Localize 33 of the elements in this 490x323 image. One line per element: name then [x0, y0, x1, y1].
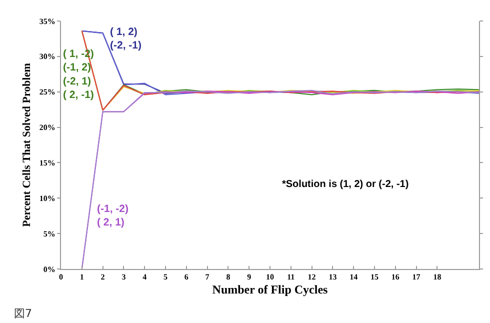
y-tick-label: 30%: [39, 52, 56, 62]
y-tick-label: 25%: [39, 88, 56, 97]
annotation: *Solution is (1, 2) or (-2, -1): [282, 179, 409, 190]
x-tick-label: 3: [122, 272, 126, 282]
x-tick-label: 8: [226, 272, 230, 282]
y-axis-title: Percent Cells That Solved Problem: [21, 63, 34, 227]
x-tick-label: 5: [164, 272, 168, 282]
x-tick-label: 6: [184, 272, 188, 282]
x-tick-label: 11: [287, 272, 295, 282]
x-tick-label: 18: [433, 272, 442, 282]
y-tick-label: 35%: [39, 16, 56, 26]
y-tick-label: 20%: [39, 123, 56, 132]
y-tick-label: 5%: [43, 229, 56, 238]
x-tick-label: 10: [266, 272, 274, 282]
x-tick-label: 4: [142, 272, 147, 282]
x-tick-label: 9: [247, 272, 252, 282]
x-tick-label: 13: [328, 272, 337, 282]
x-tick-label: 16: [391, 272, 400, 282]
x-tick-label: 17: [412, 272, 420, 282]
x-tick-label: 0: [59, 272, 63, 282]
caption: 図7: [14, 307, 32, 320]
annotation: ( 1, 2) (-2, -1): [110, 26, 142, 52]
x-tick-label: 7: [205, 272, 210, 282]
annotation: (-1, -2) ( 2, 1): [97, 203, 128, 229]
x-tick-label: 15: [370, 272, 378, 282]
y-tick-label: 15%: [39, 158, 56, 168]
y-tick-label: 0%: [43, 264, 56, 274]
x-tick-label: 2: [100, 272, 105, 282]
x-tick-label: 14: [350, 272, 358, 282]
x-axis-title: Number of Flip Cycles: [212, 282, 328, 296]
x-tick-label: 12: [308, 272, 316, 282]
x-tick-label: 1: [80, 272, 84, 282]
y-tick-label: 10%: [39, 194, 56, 203]
